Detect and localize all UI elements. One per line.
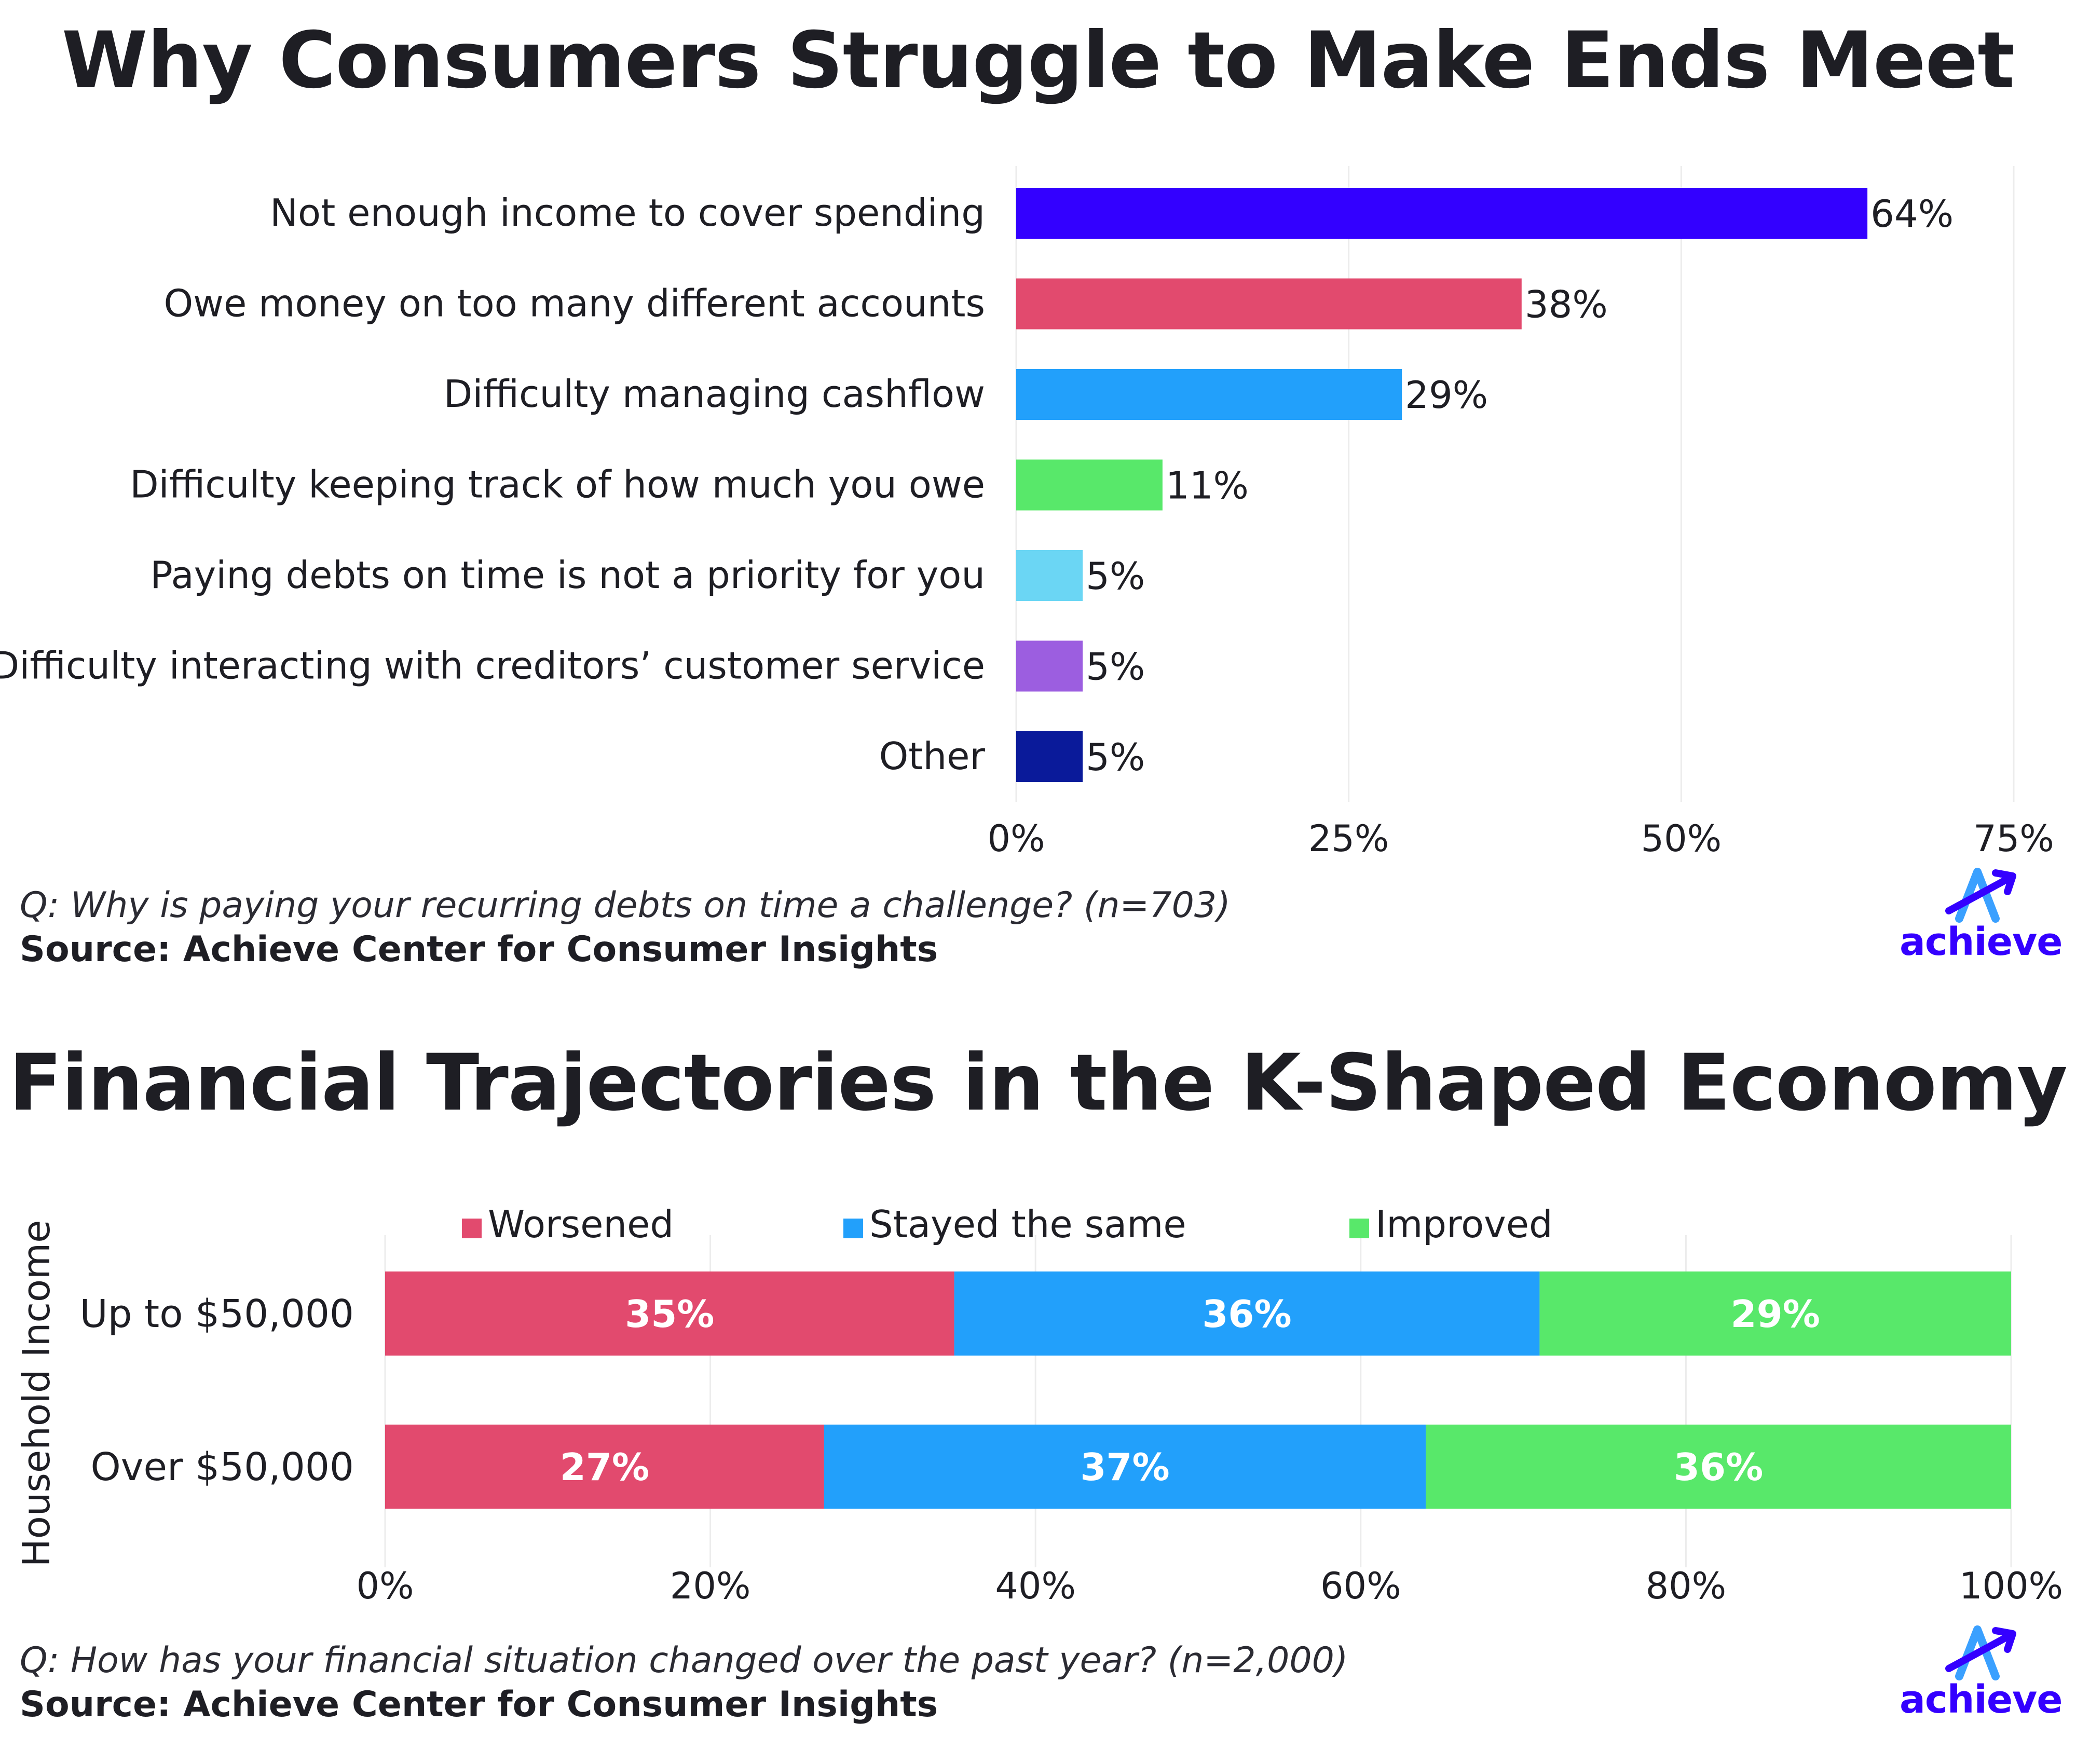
data-label: 64%	[1870, 192, 1954, 236]
data-label: 27%	[560, 1445, 649, 1489]
data-label: 5%	[1086, 735, 1145, 779]
bar-segment	[1539, 1271, 2011, 1356]
chart-2-title: Financial Trajectories in the K-Shaped E…	[9, 1038, 2068, 1128]
category-label: Difficulty interacting with creditors’ c…	[0, 644, 985, 688]
chart-1-title: Why Consumers Struggle to Make Ends Meet	[61, 16, 2015, 106]
bar	[1016, 188, 1868, 239]
chart-2-plot: 0% 20% 40% 60% 80% 100% Worsened Stayed the sam…	[15, 1202, 2063, 1607]
legend-swatch	[1349, 1219, 1369, 1238]
x-tick-label: 50%	[1641, 817, 1722, 860]
bar	[1016, 369, 1402, 420]
data-label: 37%	[1080, 1445, 1169, 1489]
bar	[1016, 459, 1163, 511]
legend-label: Improved	[1375, 1202, 1553, 1246]
data-label: 29%	[1731, 1292, 1820, 1336]
category-label: Other	[879, 734, 986, 778]
achieve-arrow-icon	[1945, 868, 2016, 923]
legend-label: Stayed the same	[869, 1202, 1186, 1246]
bar-segment	[385, 1271, 954, 1356]
category-label: Difficulty keeping track of how much you…	[130, 463, 985, 507]
bar-segment	[824, 1425, 1426, 1509]
data-label: 38%	[1525, 283, 1608, 326]
legend-swatch	[843, 1219, 863, 1238]
y-axis-title: Household Income	[15, 1220, 58, 1567]
chart-1-source: Source: Achieve Center for Consumer Insi…	[20, 929, 938, 970]
chart-2-source: Source: Achieve Center for Consumer Insi…	[20, 1684, 938, 1725]
chart-1-plot: 0% 25% 50% 75% Not enough income to cover sp…	[0, 166, 2054, 860]
bar-segment	[954, 1271, 1540, 1356]
data-label: 5%	[1086, 554, 1145, 598]
bar	[1016, 731, 1083, 782]
legend-label: Worsened	[488, 1202, 674, 1246]
data-label: 11%	[1166, 464, 1249, 508]
chart-2-question: Q: How has your financial situation chan…	[20, 1640, 1348, 1681]
category-label: Over $50,000	[90, 1445, 354, 1489]
data-label: 36%	[1674, 1445, 1763, 1489]
bar-segment	[1426, 1425, 2011, 1509]
achieve-logo-text: achieve	[1900, 1677, 2063, 1722]
x-tick-label: 80%	[1646, 1565, 1727, 1607]
category-label: Owe money on too many different accounts	[163, 282, 985, 325]
achieve-logo: achieve	[1900, 862, 2063, 965]
x-tick-label: 75%	[1973, 817, 2054, 860]
category-label: Difficulty managing cashflow	[444, 372, 985, 416]
bar-segment	[385, 1425, 824, 1509]
legend-swatch	[462, 1219, 482, 1238]
data-label: 35%	[625, 1292, 714, 1336]
chart-1-question: Q: Why is paying your recurring debts on…	[20, 885, 1231, 926]
category-label: Not enough income to cover spending	[270, 191, 985, 235]
achieve-arrow-icon	[1945, 1625, 2016, 1680]
achieve-logo-text: achieve	[1900, 920, 2063, 964]
x-tick-label: 100%	[1959, 1565, 2063, 1607]
bar	[1016, 550, 1083, 601]
x-tick-label: 0%	[356, 1565, 414, 1607]
bar	[1016, 278, 1522, 330]
x-tick-label: 25%	[1308, 817, 1389, 860]
x-tick-label: 20%	[670, 1565, 751, 1607]
data-label: 29%	[1405, 373, 1488, 417]
x-tick-label: 40%	[995, 1565, 1076, 1607]
x-tick-label: 0%	[987, 817, 1045, 860]
data-label: 5%	[1086, 645, 1145, 689]
x-tick-label: 60%	[1320, 1565, 1401, 1607]
category-label: Paying debts on time is not a priority f…	[150, 553, 985, 597]
bar	[1016, 640, 1083, 692]
achieve-logo: achieve	[1900, 1619, 2063, 1723]
data-label: 36%	[1202, 1292, 1291, 1336]
category-label: Up to $50,000	[80, 1292, 354, 1336]
